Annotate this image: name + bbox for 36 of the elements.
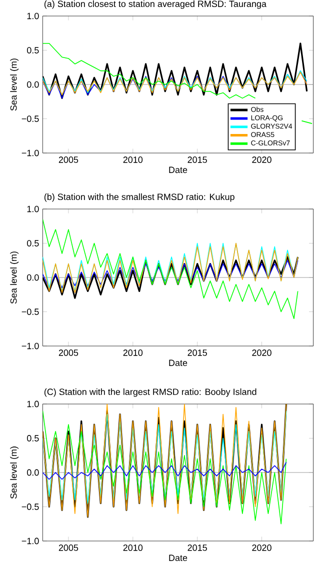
y-tick-label: 0.0: [27, 274, 39, 281]
chart-title: (b) Station with the smallest RMSD ratio: Kukup: [44, 193, 234, 202]
x-axis-title: Date: [169, 166, 188, 174]
x-tick-label: 2005: [58, 544, 78, 551]
y-tick-label: 0.5: [27, 47, 39, 54]
y-tick-label: 0.0: [27, 81, 39, 88]
y-tick-label: −0.5: [22, 308, 39, 315]
y-tick-label: 0.5: [27, 435, 39, 442]
x-axis-title: Date: [169, 554, 188, 562]
y-axis-title: Sea level (m): [10, 446, 19, 499]
y-tick-label: 0.0: [27, 469, 39, 476]
x-tick-label: 2010: [123, 350, 143, 356]
chart-title: (C) Station with the largest RMSD ratio: Booby Island: [44, 388, 256, 397]
y-tick-label: 0.5: [27, 240, 39, 246]
y-tick-label: −1.0: [22, 538, 39, 544]
y-tick-label: −1.0: [22, 342, 39, 350]
x-tick-label: 2020: [252, 350, 272, 356]
y-tick-label: −0.5: [22, 116, 39, 122]
y-tick-label: 1.0: [27, 12, 39, 20]
x-tick-label: 2020: [252, 544, 272, 551]
x-axis-title: Date: [169, 360, 188, 366]
x-tick-label: 2010: [123, 156, 143, 163]
y-axis-title: Sea level (m): [10, 58, 19, 111]
x-tick-label: 2005: [58, 350, 78, 356]
y-axis-title: Sea level (m): [10, 252, 19, 304]
x-tick-label: 2010: [123, 544, 143, 551]
y-tick-label: −1.0: [22, 150, 39, 156]
x-tick-label: 2005: [58, 156, 78, 163]
y-tick-label: 1.0: [27, 206, 39, 212]
x-tick-label: 2015: [188, 350, 207, 356]
x-tick-label: 2020: [252, 156, 272, 163]
x-tick-label: 2015: [188, 156, 207, 163]
x-tick-label: 2015: [188, 544, 207, 551]
chart-title: (a) Station closest to station averaged RMSD: Tauranga: [44, 0, 266, 9]
y-tick-label: −0.5: [22, 504, 39, 510]
y-tick-label: 1.0: [27, 400, 39, 408]
